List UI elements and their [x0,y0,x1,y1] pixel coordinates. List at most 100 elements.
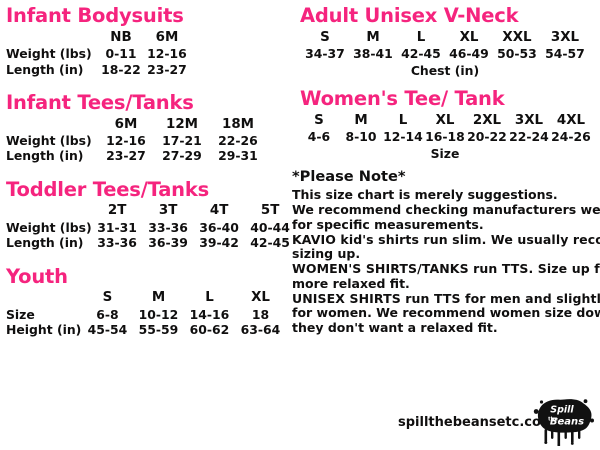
section-youth: Youth S M L XL Size 6-8 10-12 14-16 18 [6,264,296,338]
section-title: Youth [6,264,68,288]
row-label: Weight (lbs) [6,46,92,62]
row-label: Length (in) [6,148,84,164]
section-title: Infant Bodysuits [6,4,184,27]
section-title: Women's Tee/ Tank [300,87,505,111]
size-table-adult-unisex-vneck: S M L XL XXL 3XL 34-37 38-41 42-45 46-49… [301,30,589,62]
section-please-note: *Please Note* This size chart is merely … [292,169,600,336]
row-label: Size [6,306,35,322]
table-cell: 36-39 [148,235,188,251]
logo-text-spill: Spill [550,405,574,416]
size-table-youth: S M L XL Size 6-8 10-12 14-16 18 Height … [6,290,286,337]
table-cell: 36-40 [199,219,239,235]
table-row: Weight (lbs) 12-16 17-21 22-26 [6,133,266,148]
table-header-row: S M L XL XXL 3XL [301,30,589,46]
table-cell: 54-57 [545,46,585,62]
size-table-infant-tees-tanks: 6M 12M 18M Weight (lbs) 12-16 17-21 22-2… [6,117,266,164]
column-header: 4XL [556,112,586,128]
section-infant-tees-tanks: Infant Tees/Tanks 6M 12M 18M Weight (lbs… [6,92,296,164]
note-line: sizing up. [292,246,361,262]
table-cell: 18-22 [101,61,141,77]
column-header: 18M [222,116,254,132]
table-cell: 55-59 [138,322,179,338]
table-cell: 12-16 [147,46,187,62]
table-cell: 10-12 [138,306,179,322]
column-header: L [205,290,214,306]
spill-the-beans-logo: Spill the Beans [533,398,595,447]
table-cell: 42-45 [401,46,441,62]
note-line: UNISEX SHIRTS run TTS for men and slight… [292,290,600,306]
size-table-toddler-tees-tanks: 2T 3T 4T 5T Weight (lbs) 31-31 33-36 36-… [6,203,296,250]
table-cell: 31-31 [97,219,137,235]
column-header: S [320,29,330,45]
note-body: This size chart is merely suggestions. W… [292,187,600,336]
header-corner-cell [6,117,98,133]
table-cell: 23-27 [106,148,146,164]
table-cell: 16-18 [425,129,465,145]
table-cell: 38-41 [353,46,393,62]
row-label: Length (in) [6,61,84,77]
table-cell: 22-26 [218,133,258,149]
website-url[interactable]: spillthebeansetc.com [398,415,555,430]
axis-label-size: Size [430,145,460,161]
column-header: XL [435,112,455,128]
note-line: We recommend checking manufacturers webs… [292,202,600,218]
table-row: Weight (lbs) 0-11 12-16 [6,46,190,61]
table-header-row: S M L XL 2XL 3XL 4XL [298,113,592,129]
header-corner-cell [6,30,98,46]
column-header: 6M [114,116,138,132]
section-womens-tee-tank: Women's Tee/ Tank S M L XL 2XL 3XL 4XL 4… [292,87,598,161]
table-cell: 60-62 [189,322,230,338]
column-header: XL [459,29,479,45]
column-header: 6M [155,29,179,45]
right-column: Adult Unisex V-Neck S M L XL XXL 3XL 34-… [292,0,600,336]
logo-text-the: the [548,417,558,423]
table-cell: 50-53 [497,46,537,62]
column-header: 3XL [514,112,544,128]
section-title: Adult Unisex V-Neck [300,4,519,27]
table-header-row: NB 6M [6,30,190,46]
axis-label-chest: Chest (in) [410,62,480,78]
section-infant-bodysuits: Infant Bodysuits NB 6M Weight (lbs) 0-11… [6,4,296,77]
column-header: M [151,290,166,306]
table-header-row: 6M 12M 18M [6,117,266,133]
table-cell: 8-10 [345,129,377,145]
table-cell: 40-44 [250,219,290,235]
note-line: This size chart is merely suggestions. [292,187,558,203]
section-toddler-tees-tanks: Toddler Tees/Tanks 2T 3T 4T 5T Weight (l… [6,179,296,251]
column-header: S [314,112,324,128]
table-header-row: 2T 3T 4T 5T [6,203,296,219]
column-header: L [398,112,408,128]
table-cell: 24-26 [551,129,591,145]
note-line: WOMEN'S SHIRTS/TANKS run TTS. Size up fo… [292,261,600,277]
header-corner-cell [6,203,92,219]
column-header: L [416,29,426,45]
left-column: Infant Bodysuits NB 6M Weight (lbs) 0-11… [6,0,296,338]
column-header: XXL [502,29,532,45]
table-cell: 33-36 [148,219,188,235]
column-header: 5T [260,203,280,219]
size-table-womens-tee-tank: S M L XL 2XL 3XL 4XL 4-6 8-10 12-14 16-1… [298,113,592,145]
column-header: 12M [166,116,198,132]
note-line: for specific measurements. [292,216,484,232]
footer: spillthebeansetc.com [0,398,600,447]
table-cell: 27-29 [162,148,202,164]
table-cell: 45-54 [87,322,128,338]
column-header: 3T [158,203,178,219]
table-row: Height (in) 45-54 55-59 60-62 63-64 [6,322,286,337]
table-cell: 46-49 [449,46,489,62]
table-cell: 14-16 [189,306,230,322]
table-cell: 23-27 [147,61,187,77]
row-label: Weight (lbs) [6,133,92,149]
column-header: XL [251,290,270,306]
note-line: they don't want a relaxed fit. [292,320,498,336]
table-cell: 12-16 [106,133,146,149]
table-cell: 42-45 [250,235,290,251]
note-line: for women. We recommend women size down … [292,305,600,321]
table-row: Length (in) 18-22 23-27 [6,62,190,77]
table-cell: 34-37 [305,46,345,62]
table-row: Length (in) 33-36 36-39 39-42 42-45 [6,235,296,250]
section-adult-unisex-vneck: Adult Unisex V-Neck S M L XL XXL 3XL 34-… [292,4,598,78]
table-row: Size 6-8 10-12 14-16 18 [6,307,286,322]
column-header: 4T [209,203,229,219]
